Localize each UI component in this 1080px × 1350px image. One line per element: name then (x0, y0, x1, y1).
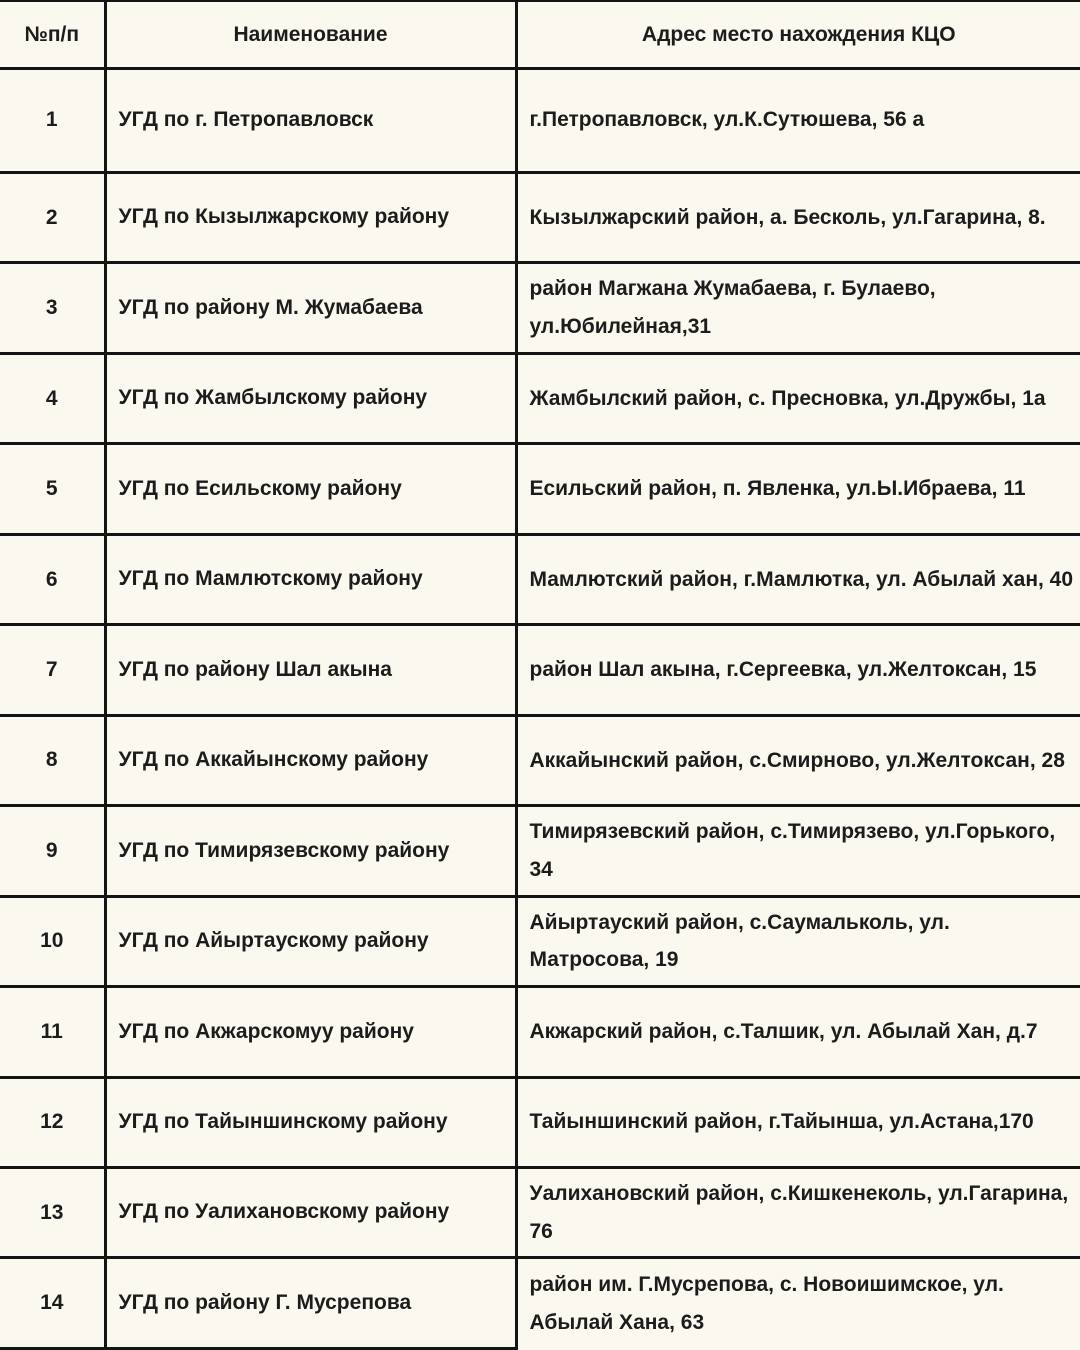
address-cell: Аккайынский район, с.Смирново, ул.Желток… (516, 715, 1080, 808)
col-header-address: Адрес место нахождения КЦО (516, 1, 1080, 70)
row-number-cell: 1 (0, 68, 107, 175)
col-header-num: №п/п (0, 1, 107, 70)
table-row: 8 УГД по Аккайынскому району Аккайынский… (0, 715, 1080, 808)
table-row: 7 УГД по району Шал акына район Шал акын… (0, 624, 1080, 717)
department-name-cell: УГД по Мамлютскому району (105, 534, 518, 627)
department-name-cell: УГД по району Г. Мусрепова (105, 1257, 518, 1350)
row-number-cell: 8 (0, 715, 107, 808)
address-cell: Мамлютский район, г.Мамлютка, ул. Абылай… (516, 534, 1080, 627)
address-cell: район им. Г.Мусрепова, с. Новоишимское, … (529, 1273, 1004, 1334)
address-cell: район Магжана Жумабаева, г. Булаево, ул.… (516, 262, 1080, 355)
department-name-cell: УГД по Кызылжарскому району (105, 172, 518, 265)
table-row: 6 УГД по Мамлютскому району Мамлютский р… (0, 534, 1080, 627)
table-row: 11 УГД по Акжарскомуу району Акжарский р… (0, 986, 1080, 1079)
address-cell: Акжарский район, с.Талшик, ул. Абылай Ха… (516, 986, 1080, 1079)
address-cell: Жамбылский район, с. Пресновка, ул.Дружб… (516, 353, 1080, 446)
row-number-cell: 7 (0, 624, 107, 717)
department-name-cell: УГД по Айыртаускому району (105, 896, 518, 989)
table-row: 14 УГД по району Г. Мусрепова район им. … (0, 1257, 1080, 1350)
table-row: 1 УГД по г. Петропавловск г.Петропавловс… (0, 68, 1080, 175)
table-row: 3 УГД по району М. Жумабаева район Магжа… (0, 262, 1080, 355)
department-name-cell: УГД по Тайыншинскому району (105, 1077, 518, 1170)
address-cell: Есильский район, п. Явленка, ул.Ы.Ибраев… (516, 443, 1080, 536)
row-number-cell: 5 (0, 443, 107, 536)
department-name-cell: УГД по г. Петропавловск (105, 68, 518, 175)
address-cell: Кызылжарский район, а. Бесколь, ул.Гагар… (516, 172, 1080, 265)
department-name-cell: УГД по Уалихановскому району (105, 1167, 518, 1260)
address-cell: район Шал акына, г.Сергеевка, ул.Желтокс… (516, 624, 1080, 717)
row-number-cell: 3 (0, 262, 107, 355)
table-row: 13 УГД по Уалихановскому району Уалихано… (0, 1167, 1080, 1260)
address-cell: Тайыншинский район, г.Тайынша, ул.Астана… (516, 1077, 1080, 1170)
table-row: 5 УГД по Есильскому району Есильский рай… (0, 443, 1080, 536)
col-header-name: Наименование (105, 1, 518, 70)
address-cell: Айыртауский район, с.Саумальколь, ул. Ма… (516, 896, 1080, 989)
row-number-cell: 4 (0, 353, 107, 446)
row-number-cell: 12 (0, 1077, 107, 1170)
table-row: 9 УГД по Тимирязевскому району Тимирязев… (0, 805, 1080, 898)
row-number-cell: 10 (0, 896, 107, 989)
row-number-cell: 2 (0, 172, 107, 265)
department-name-cell: УГД по Акжарскомуу району (105, 986, 518, 1079)
row-number-cell: 6 (0, 534, 107, 627)
table-row: 2 УГД по Кызылжарскому району Кызылжарск… (0, 172, 1080, 265)
department-name-cell: УГД по Жамбылскому району (105, 353, 518, 446)
row-number-cell: 13 (0, 1167, 107, 1260)
department-name-cell: УГД по району М. Жумабаева (105, 262, 518, 355)
department-name-cell: УГД по Есильскому району (105, 443, 518, 536)
header-row: №п/п Наименование Адрес место нахождения… (0, 1, 1080, 70)
table-row: 10 УГД по Айыртаускому району Айыртауски… (0, 896, 1080, 989)
address-cell: Тимирязевский район, с.Тимирязево, ул.Го… (516, 805, 1080, 898)
address-cell: Уалихановский район, с.Кишкенеколь, ул.Г… (516, 1167, 1080, 1260)
row-number-cell: 11 (0, 986, 107, 1079)
address-cell: г.Петропавловск, ул.К.Сутюшева, 56 а (516, 68, 1080, 175)
department-name-cell: УГД по Аккайынскому району (105, 715, 518, 808)
table-row: 12 УГД по Тайыншинскому району Тайыншинс… (0, 1077, 1080, 1170)
department-name-cell: УГД по району Шал акына (105, 624, 518, 717)
department-name-cell: УГД по Тимирязевскому району (105, 805, 518, 898)
row-number-cell: 9 (0, 805, 107, 898)
table-row: 4 УГД по Жамбылскому району Жамбылский р… (0, 353, 1080, 446)
row-number-cell: 14 (0, 1257, 107, 1350)
